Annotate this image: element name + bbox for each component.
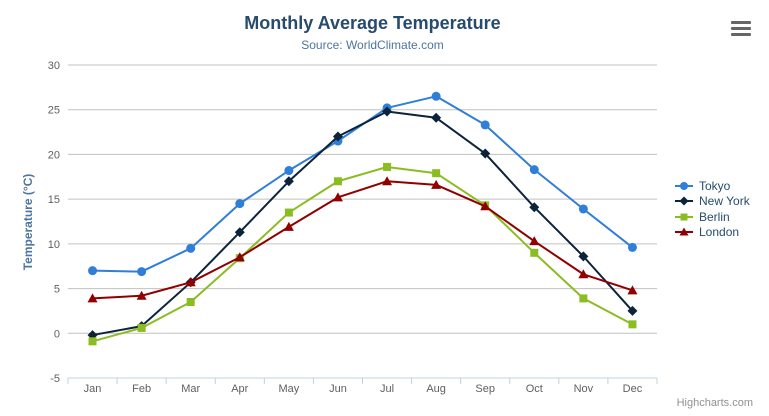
y-axis-label: 15 <box>48 194 60 206</box>
data-point-london[interactable] <box>480 201 491 211</box>
legend-label: Tokyo <box>699 178 731 193</box>
data-point-new-york[interactable] <box>529 202 540 213</box>
data-point-berlin[interactable] <box>186 297 195 306</box>
data-point-tokyo[interactable] <box>88 266 98 276</box>
legend-marker-square <box>680 213 688 221</box>
legend-symbol-triangle <box>675 227 693 236</box>
data-point-tokyo[interactable] <box>627 242 637 252</box>
x-axis-label: May <box>278 383 299 395</box>
data-point-tokyo[interactable] <box>529 165 539 175</box>
legend-item-tokyo[interactable]: Tokyo <box>674 178 750 194</box>
x-axis-label: Jul <box>380 383 394 395</box>
plot-series-group: -5 0 5 10 15 20 25 30 Jan Feb Mar Apr May Jun Jul Aug Se… <box>48 60 658 395</box>
legend-symbol-diamond <box>675 196 693 206</box>
export-menu-button[interactable] <box>731 21 751 36</box>
x-axis-label: Apr <box>231 383 248 395</box>
data-point-berlin[interactable] <box>628 320 637 329</box>
data-point-london[interactable] <box>332 192 343 202</box>
y-axis-label: 5 <box>54 284 60 296</box>
data-point-berlin[interactable] <box>383 162 392 171</box>
legend-symbol-square <box>675 213 693 221</box>
data-point-london[interactable] <box>136 290 147 300</box>
chart-title: Monthly Average Temperature <box>244 13 501 33</box>
legend-item-berlin[interactable]: Berlin <box>674 209 750 225</box>
x-axis-label: Oct <box>526 383 543 395</box>
credits-link[interactable]: Highcharts.com <box>676 397 753 409</box>
data-point-new-york[interactable] <box>283 176 294 187</box>
data-point-new-york[interactable] <box>332 131 343 142</box>
x-axis-label: Nov <box>574 383 594 395</box>
data-point-berlin[interactable] <box>284 208 293 217</box>
y-axis-label: 25 <box>48 105 60 117</box>
legend-item-new-york[interactable]: New York <box>674 194 750 210</box>
series-line-tokyo <box>91 95 634 273</box>
data-point-berlin[interactable] <box>432 169 441 178</box>
data-point-new-york[interactable] <box>431 112 442 123</box>
legend-marker-diamond <box>679 196 689 206</box>
data-point-berlin[interactable] <box>530 248 539 257</box>
legend-symbol-circle <box>675 181 693 190</box>
x-axis-label: Mar <box>181 383 200 395</box>
data-point-tokyo[interactable] <box>284 166 294 176</box>
x-axis-label: Feb <box>132 383 151 395</box>
data-point-berlin[interactable] <box>137 323 146 332</box>
hamburger-menu-icon <box>731 27 751 30</box>
legend-label: London <box>699 225 740 240</box>
data-point-new-york[interactable] <box>382 106 393 117</box>
data-point-tokyo[interactable] <box>235 199 245 209</box>
x-axis-label: Aug <box>426 383 446 395</box>
data-point-london[interactable] <box>234 252 245 262</box>
y-axis-label: 30 <box>48 60 60 72</box>
series-line-new-york <box>91 110 634 337</box>
legend: Tokyo New York Berlin London <box>674 178 750 240</box>
data-point-london[interactable] <box>283 221 294 231</box>
legend-label: Berlin <box>699 209 730 224</box>
y-axis-title: Temperature (°C) <box>21 174 35 271</box>
chart-subtitle: Source: WorldClimate.com <box>301 38 444 52</box>
y-axis-label: -5 <box>50 373 60 385</box>
data-point-london[interactable] <box>185 277 196 287</box>
data-point-london[interactable] <box>627 285 638 295</box>
data-point-new-york[interactable] <box>578 251 589 262</box>
data-point-new-york[interactable] <box>234 227 245 238</box>
data-point-london[interactable] <box>382 176 393 186</box>
data-point-tokyo[interactable] <box>480 120 490 130</box>
hamburger-menu-icon <box>731 33 751 36</box>
data-point-tokyo[interactable] <box>137 267 147 277</box>
data-point-london[interactable] <box>431 179 442 189</box>
legend-label: New York <box>699 194 750 209</box>
x-axis-label: Dec <box>623 383 643 395</box>
legend-item-london[interactable]: London <box>674 225 750 241</box>
y-axis-label: 0 <box>54 328 60 340</box>
series-line-berlin <box>91 165 634 343</box>
data-point-tokyo[interactable] <box>578 204 588 214</box>
data-point-london[interactable] <box>529 236 540 246</box>
data-point-berlin[interactable] <box>579 294 588 303</box>
data-point-berlin[interactable] <box>88 337 97 346</box>
data-point-london[interactable] <box>578 269 589 279</box>
data-point-berlin[interactable] <box>333 177 342 186</box>
data-point-london[interactable] <box>87 293 98 303</box>
legend-marker-circle <box>680 181 688 190</box>
legend-marker-triangle <box>679 227 689 236</box>
data-point-tokyo[interactable] <box>186 243 196 253</box>
x-axis-label: Jun <box>329 383 347 395</box>
series-line-london <box>91 180 634 300</box>
data-point-new-york[interactable] <box>480 148 491 159</box>
x-axis-label: Sep <box>475 383 495 395</box>
data-point-tokyo[interactable] <box>431 91 441 101</box>
x-axis-label: Jan <box>84 383 102 395</box>
y-axis-label: 10 <box>48 239 60 251</box>
y-axis-label: 20 <box>48 149 60 161</box>
hamburger-menu-icon <box>731 21 751 24</box>
data-point-new-york[interactable] <box>627 305 638 316</box>
